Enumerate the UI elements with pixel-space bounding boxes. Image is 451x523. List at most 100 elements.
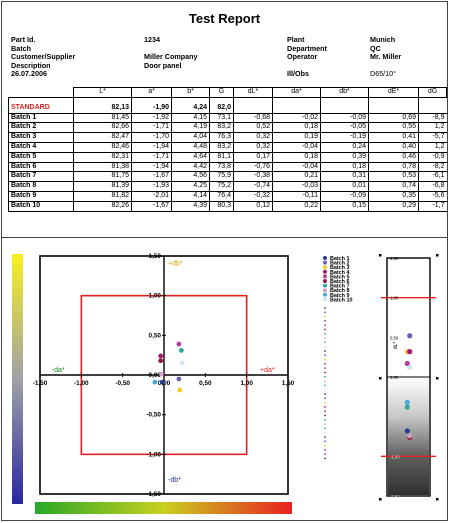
y-tick-label: 1,50 <box>149 253 162 260</box>
table-cell: -1,92 <box>131 113 172 124</box>
table-cell: 76,3 <box>209 132 234 143</box>
dl-point-10 <box>407 364 413 371</box>
db-gradient-bar <box>12 254 23 504</box>
legend-trail-dot <box>324 337 326 339</box>
table-row: Batch 8 81,39 -1,93 4,25 75,2 -0,74 -0,03 0,01 0… <box>8 181 447 192</box>
panel-corner-mark <box>379 498 382 501</box>
table-cell: 0,01 <box>320 181 369 192</box>
table-cell: 0,32 <box>233 132 273 143</box>
legend-marker-2 <box>323 260 327 265</box>
meta-label: Ill/Obs <box>287 69 309 79</box>
y-tick-label: 1,00 <box>149 293 162 300</box>
dl-tick-label: 0,00 <box>390 375 399 380</box>
table-cell: 82,13 <box>73 103 132 114</box>
table-cell: 4,24 <box>171 103 210 114</box>
table-cell: 0,21 <box>272 171 321 183</box>
table-cell: 0,29 <box>368 201 419 212</box>
meta-right-values: Munich QC Mr. Miller D65/10° <box>370 35 401 79</box>
panel-corner-mark <box>436 254 439 257</box>
table-cell: -8,2 <box>418 162 447 173</box>
legend-label-8: Batch 8 <box>330 288 349 294</box>
ab-point-10 <box>179 360 185 366</box>
table-cell: 4,39 <box>171 201 210 212</box>
ab-point-1 <box>159 379 165 385</box>
table-cell: -0,03 <box>272 181 321 192</box>
row-name: STANDARD <box>8 103 74 114</box>
legend-trail-dot <box>324 388 326 391</box>
dl-tick-label: -0,50 <box>390 415 400 420</box>
table-cell: -5,7 <box>418 132 447 143</box>
table-cell <box>418 103 447 114</box>
table-cell: 83,2 <box>209 142 234 153</box>
neg-da-label: -da* <box>52 367 65 374</box>
table-cell: 4,56 <box>171 171 210 183</box>
table-row: Batch 10 82,26 -1,67 4,39 80,3 0,12 0,22 0,15 0,… <box>8 201 447 212</box>
legend-label-3: Batch 3 <box>330 265 349 271</box>
table-cell: 0,39 <box>320 152 369 163</box>
legend-marker-5 <box>323 274 327 279</box>
legend-trail-dot <box>324 345 326 348</box>
x-tick-label: -0,50 <box>115 380 130 387</box>
table-row: Batch 3 82,47 -1,70 4,04 76,3 0,32 0,19 -0,19 0,… <box>8 132 447 143</box>
table-cell: -0,68 <box>233 113 273 124</box>
table-cell: 0,24 <box>320 142 369 153</box>
table-cell: -0,09 <box>320 113 369 124</box>
table-cell: 0,53 <box>368 171 419 183</box>
legend-label-9: Batch 9 <box>330 293 349 299</box>
x-tick-label: 1,00 <box>240 380 253 387</box>
table-cell: -1,67 <box>131 171 172 183</box>
legend-trail-dot <box>324 363 326 365</box>
standard-row: STANDARD 82,13 -1,90 4,24 82,0 <box>8 103 447 114</box>
table-cell: 4,04 <box>171 132 210 143</box>
legend-trail-dot <box>324 423 326 425</box>
table-cell <box>320 103 369 114</box>
meta-right-labels: Plant Department Operator Ill/Obs <box>287 35 327 79</box>
table-row: Batch 6 81,38 -1,94 4,42 73,8 -0,76 -0,04 0,18 0… <box>8 162 447 173</box>
dl-tick-label: -1,50 <box>390 494 400 499</box>
legend-trail-dot <box>324 328 326 331</box>
table-cell: 81,38 <box>73 162 132 173</box>
pos-da-label: +da* <box>260 367 275 374</box>
table-cell: 0,40 <box>368 142 419 153</box>
table-cell: 75,2 <box>209 181 234 192</box>
pos-db-label: +db* <box>168 261 183 268</box>
section-divider <box>2 237 447 238</box>
table-cell: -0,09 <box>320 191 369 202</box>
meta-label: 26.07.2006 <box>11 69 47 79</box>
legend-label-5: Batch 5 <box>330 274 349 280</box>
table-cell: -0,11 <box>272 191 321 202</box>
table-cell: 82,0 <box>209 103 234 114</box>
legend-trail-dot <box>324 449 326 451</box>
dl-point-5 <box>404 360 410 367</box>
table-cell: -0,38 <box>233 171 273 183</box>
table-cell: 83,2 <box>209 122 234 134</box>
table-cell: 4,19 <box>171 122 210 134</box>
legend-trail-dot <box>324 380 326 382</box>
table-cell: -1,67 <box>131 201 172 212</box>
table-cell: 81,39 <box>73 181 132 192</box>
table-cell: -1,94 <box>131 142 172 153</box>
y-tick-label: 0,00 <box>149 372 162 379</box>
y-tick-label: -1,50 <box>146 491 161 498</box>
meta-value: Munich <box>370 35 396 44</box>
table-cell: -0,05 <box>320 122 369 134</box>
x-tick-label: -1,50 <box>33 380 48 387</box>
table-cell: 4,48 <box>171 142 210 153</box>
legend-marker-10 <box>323 297 327 302</box>
table-cell <box>368 103 419 114</box>
table-cell: 0,69 <box>368 113 419 124</box>
legend-label-1: Batch 1 <box>330 256 349 262</box>
table-cell: 0,55 <box>368 122 419 134</box>
y-tick-label: 0,50 <box>149 332 162 339</box>
table-cell: 75,9 <box>209 171 234 183</box>
legend-trail-dot <box>324 341 326 344</box>
dl-point-4 <box>407 349 413 355</box>
row-name: Batch 3 <box>8 132 74 143</box>
legend-trail-dot <box>324 315 326 318</box>
legend-trail-dot <box>324 354 326 357</box>
table-cell: -8,9 <box>418 113 447 124</box>
legend-trail-dot <box>324 444 326 447</box>
table-cell: -5,6 <box>418 191 447 202</box>
legend-trail-dot <box>324 307 326 309</box>
